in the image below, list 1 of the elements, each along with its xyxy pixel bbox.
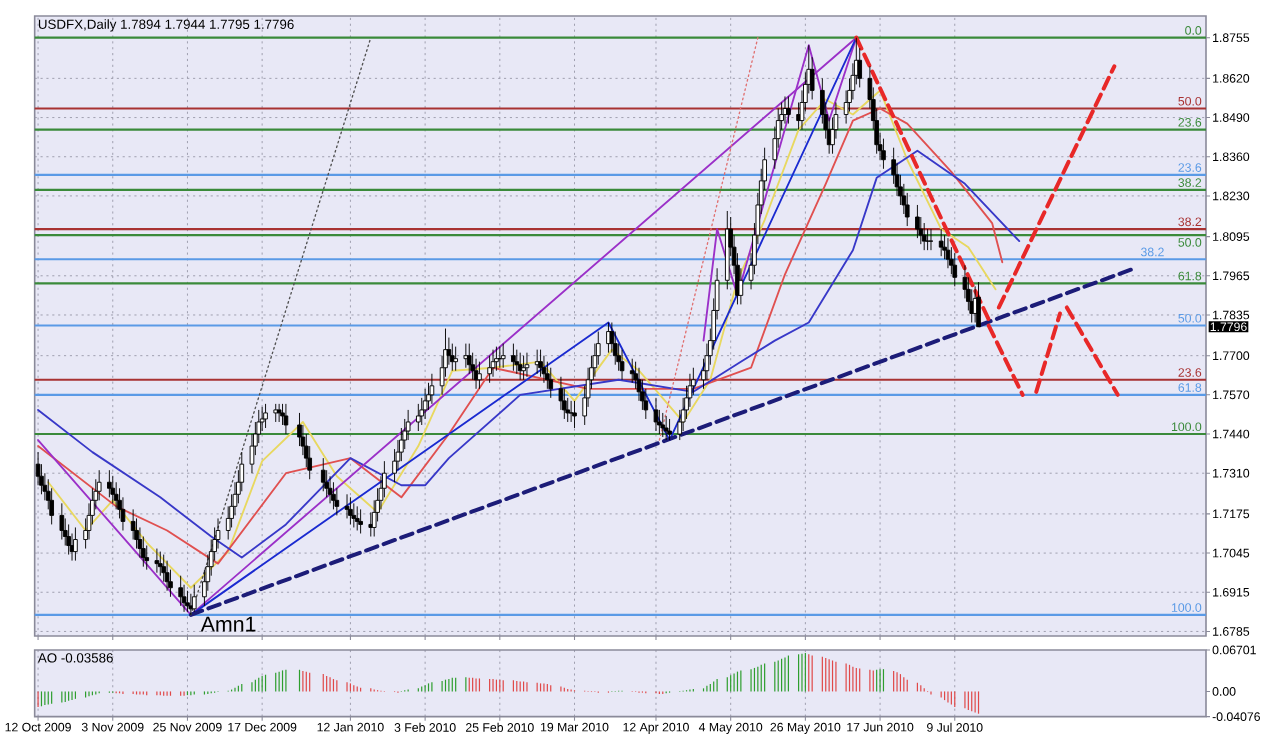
- annotation: Amn1: [200, 616, 256, 632]
